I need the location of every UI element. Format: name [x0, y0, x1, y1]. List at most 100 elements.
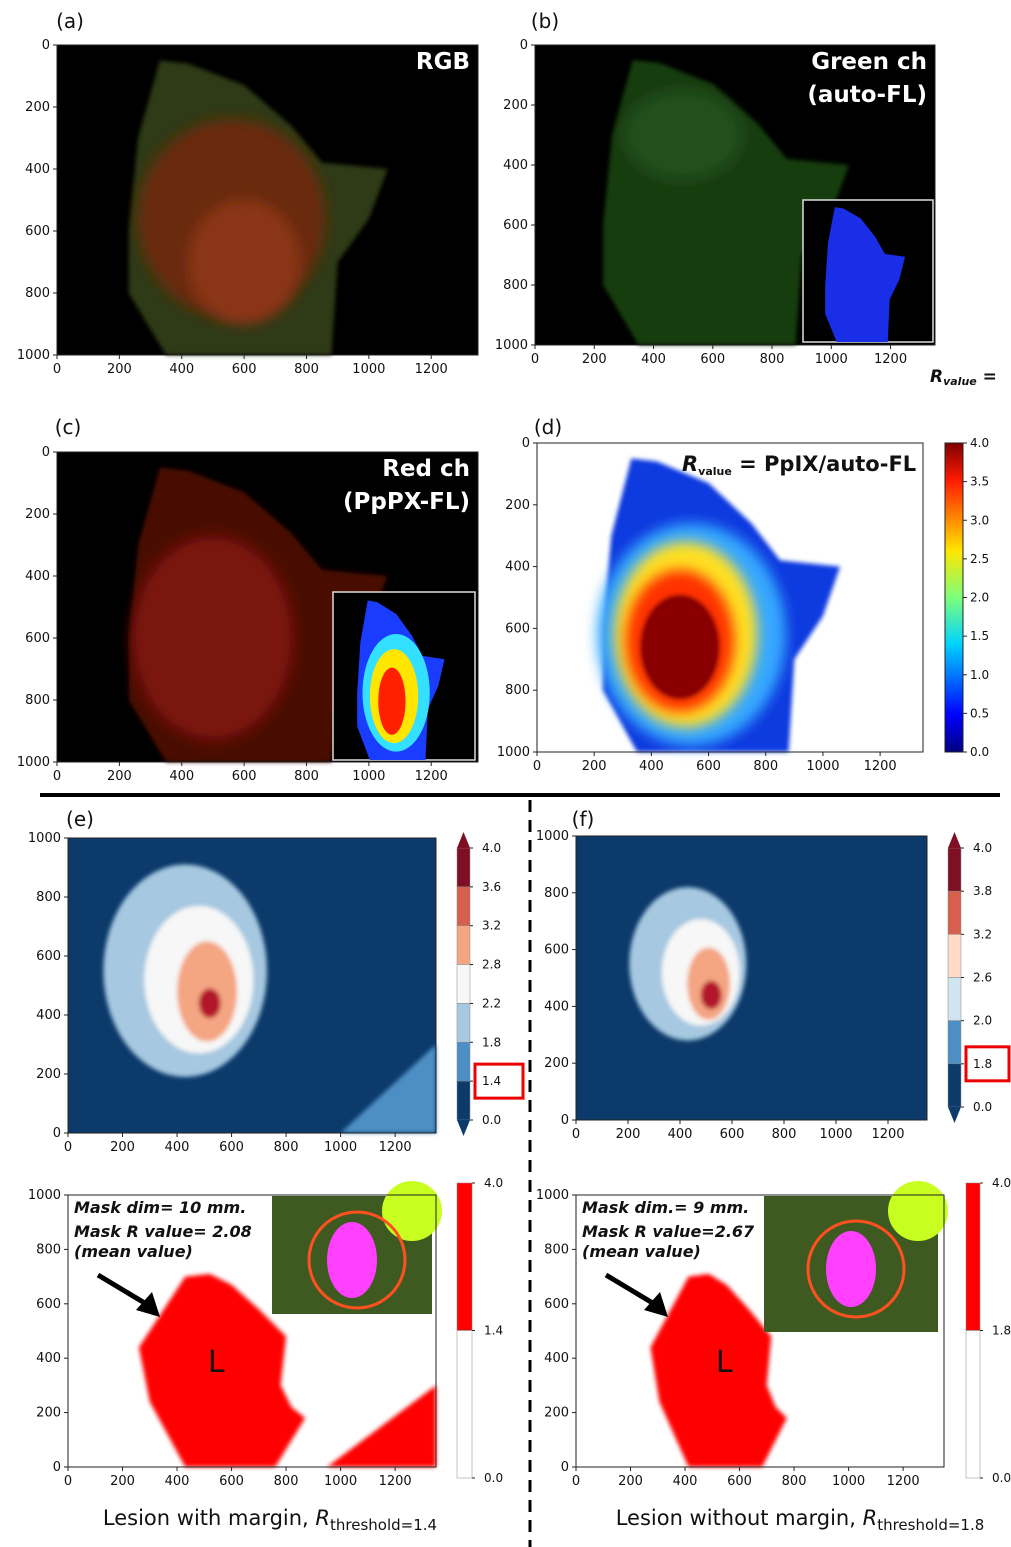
colorbar-tick-label: 2.0: [973, 1014, 992, 1028]
colorbar-extend: [457, 832, 470, 848]
highlight-box: [964, 1045, 1011, 1083]
panel: 0 200 400 600 800 1000 1200 0 200 400 600 800 1000 (b…: [495, 9, 997, 388]
colorbar-segment: [456, 925, 471, 965]
tissue: [603, 60, 850, 345]
note-symbol: R: [930, 367, 943, 387]
image: [68, 1195, 436, 1467]
annotation: (mean value): [582, 1242, 701, 1261]
x-tick-label: 1200: [379, 1140, 412, 1155]
x-tick-label: 200: [618, 1474, 643, 1489]
colorbar-segment: [456, 1080, 471, 1121]
y-tick-label: 200: [505, 498, 530, 513]
y-tick-label: 800: [505, 683, 530, 698]
plot-frame: [575, 835, 928, 1121]
blob: [340, 1044, 436, 1133]
x-tick-label: 200: [582, 759, 607, 774]
x-tick-label: 1000: [352, 362, 385, 377]
y-tick-label: 800: [544, 1242, 569, 1257]
x-tick-label: 800: [294, 769, 319, 784]
y-tick-label: 400: [36, 1351, 61, 1366]
caption-text: Lesion with margin,: [103, 1506, 316, 1530]
colorbar-tick-label: 4.0: [970, 436, 989, 450]
y-tick-label: 400: [505, 560, 530, 575]
x-tick-label: 600: [700, 352, 725, 367]
y-tick-label: 600: [505, 621, 530, 636]
y-tick-label: 400: [36, 1008, 61, 1023]
title-text: = PpIX/auto-FL: [732, 452, 916, 476]
arrow: [604, 1272, 658, 1308]
colorbar-tick-label: 4.0: [973, 841, 992, 855]
x-tick-label: 800: [760, 352, 785, 367]
lesion: [650, 1273, 787, 1467]
colorbar-tick-label: 1.8: [973, 1057, 992, 1071]
title-subscript: value: [698, 465, 732, 478]
tissue: [138, 1273, 436, 1467]
image: [57, 45, 478, 355]
caption-symbol: R: [863, 1506, 878, 1530]
colorbar-tick-label: 3.0: [970, 513, 989, 527]
colorbar-tick-label: 2.0: [970, 591, 989, 605]
colorbar-tick-label: 3.6: [482, 880, 501, 894]
blob: [623, 90, 743, 180]
panel-title: (PpPX-FL): [343, 489, 470, 515]
caption-subscript: threshold=1.8: [877, 1516, 984, 1534]
panel: 0 200 400 600 800 1000 1200 0 200 400 600 800 1000 (e…: [28, 807, 525, 1155]
colorbar-segment: [456, 886, 471, 926]
inset-tissue: [825, 207, 906, 342]
lesion: [326, 1385, 436, 1467]
blob: [198, 988, 221, 1018]
tissue: [128, 60, 388, 355]
x-tick-label: 400: [169, 769, 194, 784]
y-tick-label: 0: [53, 1460, 61, 1475]
inset-circle: [806, 1219, 906, 1319]
caption-text: Lesion without margin,: [616, 1506, 863, 1530]
y-tick-label: 200: [25, 100, 50, 115]
colorbar: [944, 442, 964, 753]
y-tick-label: 200: [36, 1406, 61, 1421]
panel-title: Red ch: [382, 456, 470, 482]
y-tick-label: 1000: [28, 831, 61, 846]
tissue: [597, 458, 841, 752]
colorbar-extend: [948, 1107, 961, 1123]
annotation: Mask R value= 2.08: [74, 1222, 252, 1241]
colorbar-tick-label: 4.0: [992, 1176, 1011, 1190]
lesion-marker: L: [208, 1345, 225, 1380]
y-tick-label: 800: [544, 886, 569, 901]
x-tick-label: 800: [274, 1140, 299, 1155]
colorbar-segment: [456, 1042, 471, 1082]
colorbar-segment: [947, 977, 962, 1021]
colorbar-tick-label: 3.2: [482, 919, 501, 933]
colorbar-tick-label: 2.6: [973, 971, 992, 985]
x-tick-label: 400: [673, 1474, 698, 1489]
x-tick-label: 0: [572, 1127, 580, 1142]
x-tick-label: 1000: [819, 1127, 852, 1142]
plot-frame: [56, 44, 479, 356]
panel-label: (c): [55, 415, 82, 439]
annotation: Mask dim.= 9 mm.: [582, 1198, 749, 1217]
caption: Lesion with margin, Rthreshold=1.4: [103, 1506, 437, 1534]
x-tick-label: 600: [232, 362, 257, 377]
x-tick-label: 400: [668, 1127, 693, 1142]
title-symbol: R: [682, 452, 698, 476]
tissue: [103, 864, 436, 1133]
image-background: [576, 836, 927, 1120]
y-tick-label: 0: [561, 1113, 569, 1128]
image: [68, 838, 436, 1133]
x-tick-label: 0: [533, 759, 541, 774]
colorbar-segment: [965, 1182, 981, 1331]
y-tick-label: 1000: [497, 745, 530, 760]
y-tick-label: 1000: [17, 755, 50, 770]
note: Rvalue =: [930, 367, 997, 388]
y-tick-label: 800: [25, 693, 50, 708]
annotation: Mask R value=2.67: [582, 1222, 755, 1241]
plot-frame: [536, 442, 924, 753]
panel: Mask dim= 10 mm. Mask R value= 2.08(mean …: [28, 1176, 503, 1534]
y-tick-label: 200: [544, 1406, 569, 1421]
y-tick-label: 600: [25, 631, 50, 646]
x-tick-label: 1000: [832, 1474, 865, 1489]
colorbar-tick-label: 0.5: [970, 706, 989, 720]
colorbar-tick-label: 1.0: [970, 668, 989, 682]
x-tick-label: 1200: [887, 1474, 920, 1489]
plot-frame: [534, 44, 936, 346]
